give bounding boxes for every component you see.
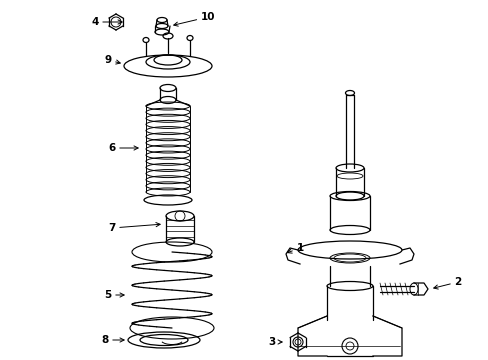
Text: 2: 2 [433,277,461,289]
Text: 9: 9 [104,55,120,65]
Text: 1: 1 [287,243,303,253]
Text: 10: 10 [173,12,215,26]
Text: 5: 5 [104,290,124,300]
Text: 6: 6 [108,143,138,153]
Text: 8: 8 [101,335,124,345]
Text: 7: 7 [108,222,160,233]
Text: 4: 4 [91,17,122,27]
Text: 3: 3 [268,337,282,347]
